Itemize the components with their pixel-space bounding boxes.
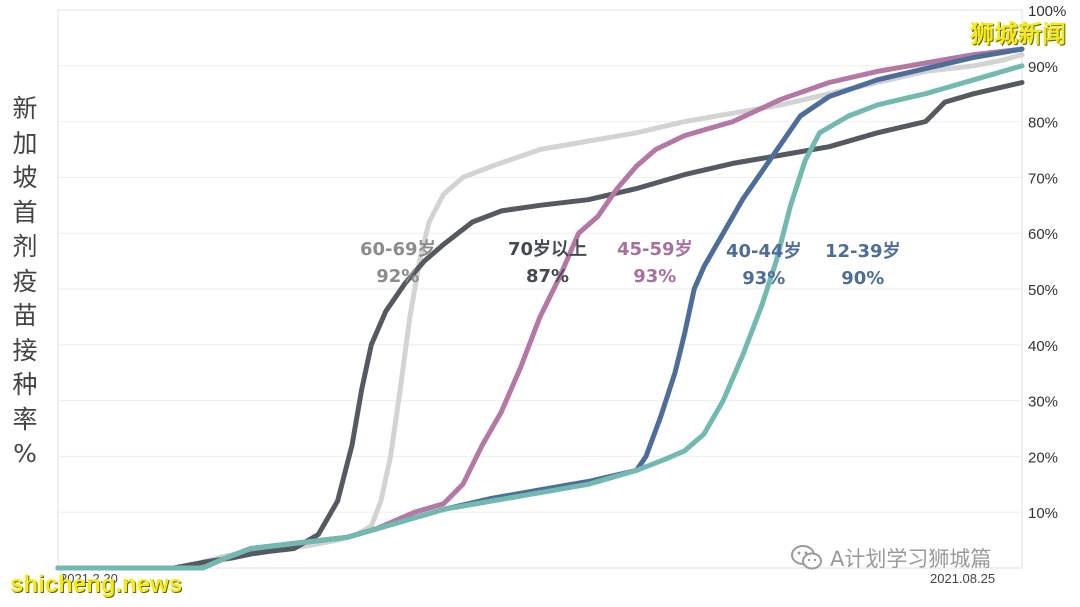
y-axis-label-char: 苗 bbox=[12, 301, 38, 330]
series-lines bbox=[55, 46, 1025, 571]
y-axis-label-char: 加 bbox=[12, 128, 38, 158]
y-axis-label-char: 剂 bbox=[12, 232, 38, 261]
y-axis-label-char: 首 bbox=[12, 197, 38, 227]
series-label-40-44: 40-44岁 93% bbox=[726, 241, 802, 289]
x-tick-label-start: 2021.2.20 bbox=[60, 571, 118, 586]
watermark-bottom-left: shicheng.news bbox=[10, 571, 183, 598]
y-axis-label-char: 疫 bbox=[12, 266, 38, 296]
series-label-70-plus: 70岁以上 87% bbox=[508, 239, 588, 287]
y-tick-label: 70% bbox=[1028, 170, 1058, 187]
y-tick-label: 30% bbox=[1028, 394, 1058, 411]
y-tick-label: 50% bbox=[1028, 282, 1058, 299]
y-axis-label-char: 新 bbox=[12, 94, 38, 123]
axes bbox=[57, 9, 1023, 569]
y-tick-label: 40% bbox=[1028, 338, 1058, 355]
series-label-45-59: 45-59岁 93% bbox=[617, 239, 693, 287]
watermark-top-right: 狮城新闻 bbox=[970, 20, 1066, 48]
series-label-60-69: 60-69岁 92% bbox=[360, 239, 436, 287]
y-axis-label-char: 坡 bbox=[12, 163, 38, 192]
y-tick-labels: 10% 20% 30% 40% 50% 60% 70% 80% 90% 100% bbox=[1028, 3, 1066, 522]
y-tick-label: 60% bbox=[1028, 226, 1058, 243]
y-tick-label: 100% bbox=[1028, 3, 1066, 20]
y-axis-label-char: 率 bbox=[12, 404, 38, 434]
series-label-12-39: 12-39岁 90% bbox=[825, 241, 901, 289]
plot-frame bbox=[57, 9, 1023, 569]
series-line-1 bbox=[55, 80, 1025, 571]
wechat-icon bbox=[791, 545, 822, 570]
x-tick-label-end: 2021.08.25 bbox=[930, 571, 996, 586]
watermark-bottom-right-text: A计划学习狮城篇 bbox=[830, 547, 992, 571]
y-axis-label-char: % bbox=[13, 439, 37, 468]
y-axis-label-char: 接 bbox=[12, 335, 38, 365]
series-line-4 bbox=[55, 63, 1025, 571]
y-tick-label: 10% bbox=[1028, 505, 1058, 522]
watermark-bottom-right: A计划学习狮城篇 bbox=[790, 543, 991, 573]
y-axis-label: 新加坡首剂疫苗接种率% bbox=[8, 92, 42, 472]
y-tick-label: 20% bbox=[1028, 449, 1058, 466]
y-tick-label: 80% bbox=[1028, 115, 1058, 132]
y-tick-label: 90% bbox=[1028, 59, 1058, 76]
y-axis-label-char: 种 bbox=[12, 370, 38, 399]
